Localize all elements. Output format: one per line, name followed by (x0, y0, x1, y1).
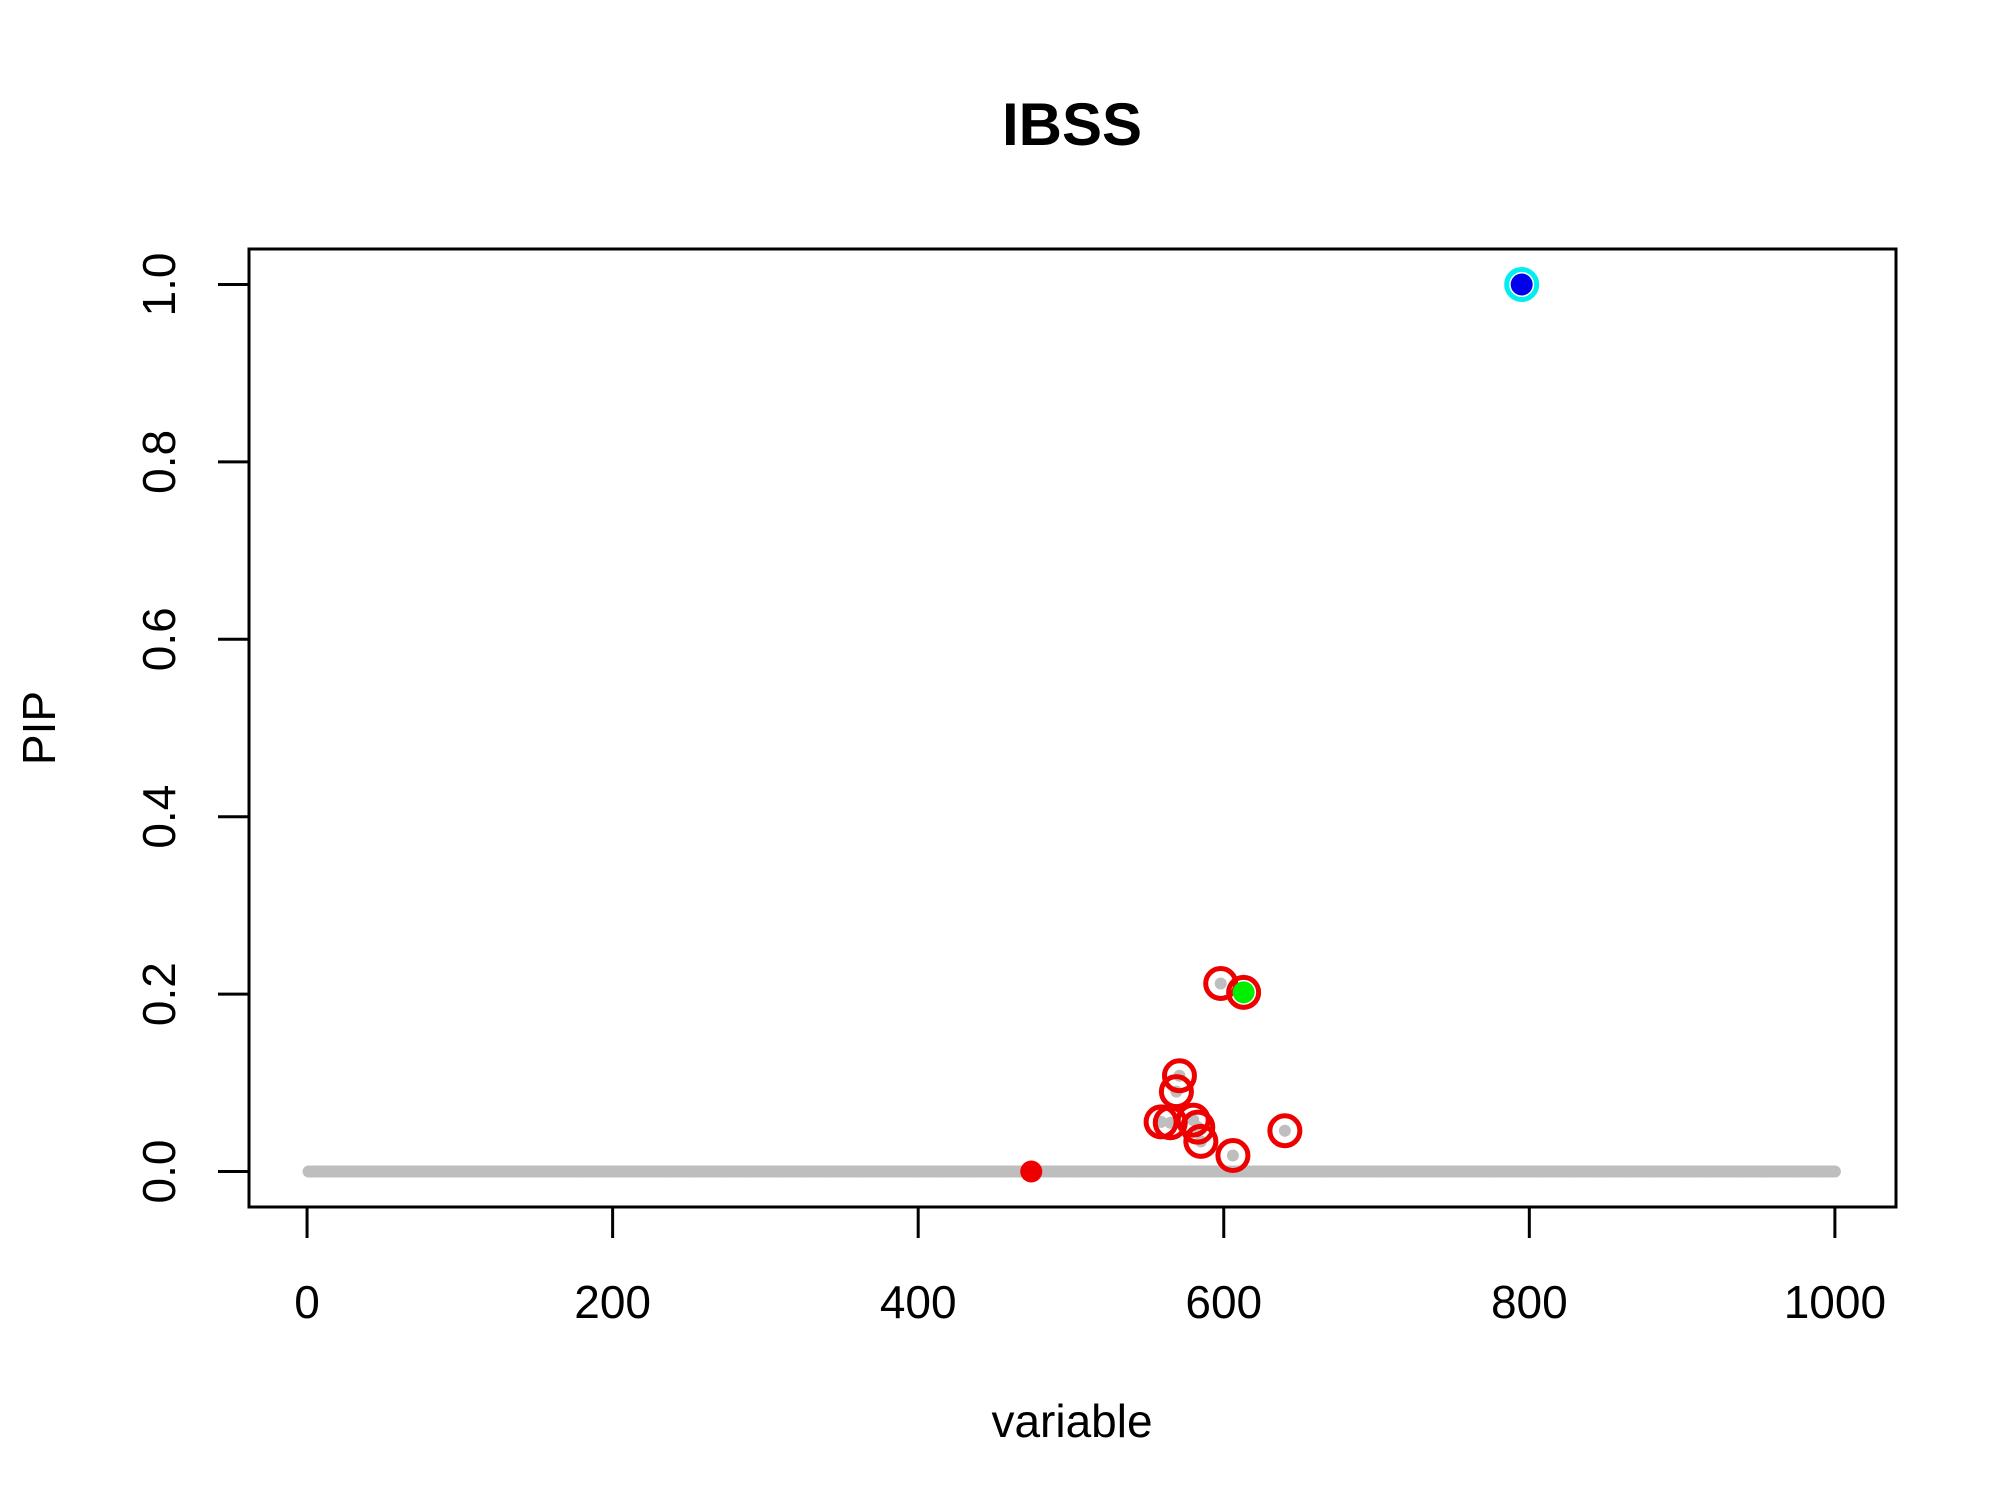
y-tick-label: 0.4 (133, 785, 185, 849)
x-tick-label: 200 (574, 1276, 651, 1328)
effect-point (1510, 273, 1533, 296)
x-tick-label: 600 (1185, 1276, 1262, 1328)
chart-title: IBSS (1002, 91, 1142, 158)
y-axis-label: PIP (13, 691, 65, 765)
background-point (1226, 1149, 1239, 1162)
highlighted-points (1143, 965, 1303, 1174)
x-axis-label: variable (991, 1395, 1152, 1447)
x-axis: 0 200 400 600 800 1000 (294, 1205, 1886, 1328)
y-tick-label: 0.6 (133, 607, 185, 671)
x-tick-label: 800 (1491, 1276, 1568, 1328)
y-axis: 0.0 0.2 0.4 0.6 0.8 1.0 (133, 253, 251, 1204)
highlighted-point (1226, 974, 1262, 1010)
y-tick-label: 0.0 (133, 1140, 185, 1204)
y-tick-label: 1.0 (133, 253, 185, 317)
effect-points (1020, 266, 1540, 1183)
background-point (1828, 1165, 1841, 1178)
x-tick-label: 0 (294, 1276, 320, 1328)
highlighted-point (1215, 1138, 1251, 1174)
highlighted-point (1180, 1109, 1216, 1145)
background-point (1214, 977, 1227, 990)
y-tick-label: 0.2 (133, 962, 185, 1026)
background-points (302, 977, 1841, 1178)
highlighted-point (1267, 1113, 1303, 1149)
x-tick-label: 400 (880, 1276, 957, 1328)
effect-point (1020, 1160, 1043, 1183)
highlighted-point (1161, 1058, 1197, 1094)
highlighted-point (1203, 965, 1239, 1001)
highlighted-point (1183, 1123, 1219, 1159)
plot-frame (247, 247, 1898, 1209)
background-point (1278, 1124, 1291, 1137)
effect-point (1232, 981, 1255, 1004)
effect-point-ring (1504, 266, 1540, 302)
y-tick-label: 0.8 (133, 430, 185, 494)
x-tick-label: 1000 (1784, 1276, 1886, 1328)
plot-area (247, 247, 1898, 1209)
